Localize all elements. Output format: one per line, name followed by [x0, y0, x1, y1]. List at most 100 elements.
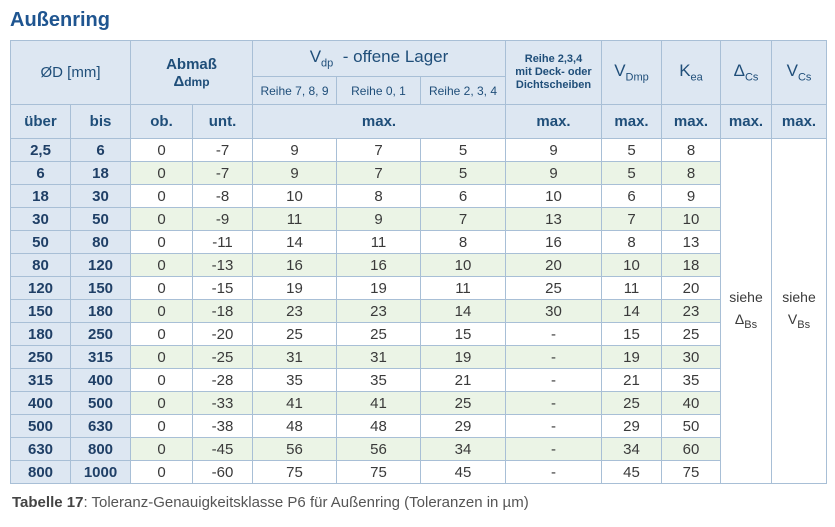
subheader-cell: max. [601, 104, 662, 139]
table-cell: 9 [252, 138, 337, 162]
table-cell: 150 [70, 276, 131, 300]
table-cell: -7 [192, 161, 253, 185]
subheader-cell: max. [505, 104, 602, 139]
table-cell: 0 [130, 437, 193, 461]
table-cell: 8 [661, 161, 721, 185]
table-cell: 0 [130, 460, 193, 484]
table-cell: - [505, 460, 602, 484]
subheader-cell: bis [70, 104, 131, 139]
table-cell: 0 [130, 207, 193, 231]
table-cell: 5 [601, 161, 662, 185]
table-cell: 56 [252, 437, 337, 461]
subheader-cell: über [10, 104, 71, 139]
table-cell: -20 [192, 322, 253, 346]
table-cell: - [505, 345, 602, 369]
table-cell: 500 [10, 414, 71, 438]
table-cell: 13 [661, 230, 721, 254]
table-cell: 25 [601, 391, 662, 415]
table-cell: 13 [505, 207, 602, 231]
table-cell: 0 [130, 230, 193, 254]
table-cell: 6 [10, 161, 71, 185]
table-cell: 0 [130, 345, 193, 369]
table-cell: 7 [336, 161, 421, 185]
header-text: Dmp [625, 71, 649, 84]
table-cell: 120 [70, 253, 131, 277]
table-cell: 20 [661, 276, 721, 300]
header-cell: Abmaß Δdmp [130, 40, 253, 105]
header-text: V [786, 61, 798, 81]
table-cell: 120 [10, 276, 71, 300]
table-cell: - [505, 368, 602, 392]
table-row: 50 80 0 -11 14 11 8 16 8 13 [10, 230, 827, 254]
table-cell: 6 [420, 184, 506, 208]
table-cell: 75 [336, 460, 421, 484]
table-cell: 8 [336, 184, 421, 208]
table-cell: 10 [420, 253, 506, 277]
table-cell: 80 [10, 253, 71, 277]
table-cell: 18 [10, 184, 71, 208]
subheader-cell: max. [661, 104, 721, 139]
table-cell: 8 [601, 230, 662, 254]
tolerance-table: ØD [mm] Abmaß Δdmp Vdp - offene Lager Rei… [10, 40, 827, 484]
table-cell: 9 [661, 184, 721, 208]
table-cell: 21 [601, 368, 662, 392]
table-cell: - [505, 437, 602, 461]
table-cell: 30 [10, 207, 71, 231]
table-cell: 21 [420, 368, 506, 392]
table-cell: 9 [336, 207, 421, 231]
table-cell: -38 [192, 414, 253, 438]
table-cell: 31 [252, 345, 337, 369]
table-cell: 9 [252, 161, 337, 185]
see-symbol: V [787, 311, 798, 328]
header-text: - offene Lager [342, 47, 449, 67]
table-row: 630 800 0 -45 56 56 34-34 60 [10, 437, 827, 461]
header-cell: VDmp [601, 40, 662, 105]
table-cell: 16 [252, 253, 337, 277]
table-cell: 800 [70, 437, 131, 461]
header-text: dp [321, 57, 334, 70]
table-row: 30 50 0 -9 11 9 7 13 7 10 [10, 207, 827, 231]
table-cell: 25 [336, 322, 421, 346]
see-text: siehe [729, 289, 763, 306]
subheader-cell: max. [720, 104, 772, 139]
table-cell: 315 [70, 345, 131, 369]
table-cell: 30 [70, 184, 131, 208]
table-cell: 10 [661, 207, 721, 231]
table-cell: 0 [130, 299, 193, 323]
header-text: Δ [733, 61, 745, 81]
table-cell: 6 [601, 184, 662, 208]
header-cell: Reihe 0, 1 [336, 76, 421, 105]
table-cell: 56 [336, 437, 421, 461]
header-cell: Reihe 2, 3, 4 [420, 76, 506, 105]
table-cell: 30 [661, 345, 721, 369]
table-cell: -45 [192, 437, 253, 461]
table-row: 180 250 0 -20 25 25 15-15 25 [10, 322, 827, 346]
table-cell: 41 [252, 391, 337, 415]
table-cell: 11 [420, 276, 506, 300]
table-cell: 29 [601, 414, 662, 438]
table-cell: 0 [130, 138, 193, 162]
see-subscript: Bs [797, 318, 811, 331]
table-row: 800 1000 0 -60 75 75 45-45 75 [10, 460, 827, 484]
table-cell: 34 [601, 437, 662, 461]
table-cell: 23 [336, 299, 421, 323]
table-row: 2,5 6 0 -7 9 7 5 9 5 8 siehe ΔBs siehe VBs [10, 138, 827, 484]
header-cell: Kea [661, 40, 721, 105]
table-cell: 9 [505, 161, 602, 185]
table-row: 150 180 0 -18 23 23 14 30 14 23 [10, 299, 827, 323]
table-cell: 630 [70, 414, 131, 438]
table-cell: 80 [70, 230, 131, 254]
table-cell: 35 [252, 368, 337, 392]
subheader-cell: ob. [130, 104, 193, 139]
table-cell: 7 [601, 207, 662, 231]
table-cell: 45 [601, 460, 662, 484]
table-cell: 19 [420, 345, 506, 369]
header-text: dmp [184, 74, 210, 89]
table-row: 80 120 0 -13 16 16 10 20 10 18 [10, 253, 827, 277]
see-subscript: Bs [744, 318, 758, 331]
table-row: 250 315 0 -25 31 31 19-19 30 [10, 345, 827, 369]
table-cell: 34 [420, 437, 506, 461]
table-cell: 315 [10, 368, 71, 392]
see-text: siehe [782, 289, 816, 306]
table-cell: 180 [70, 299, 131, 323]
